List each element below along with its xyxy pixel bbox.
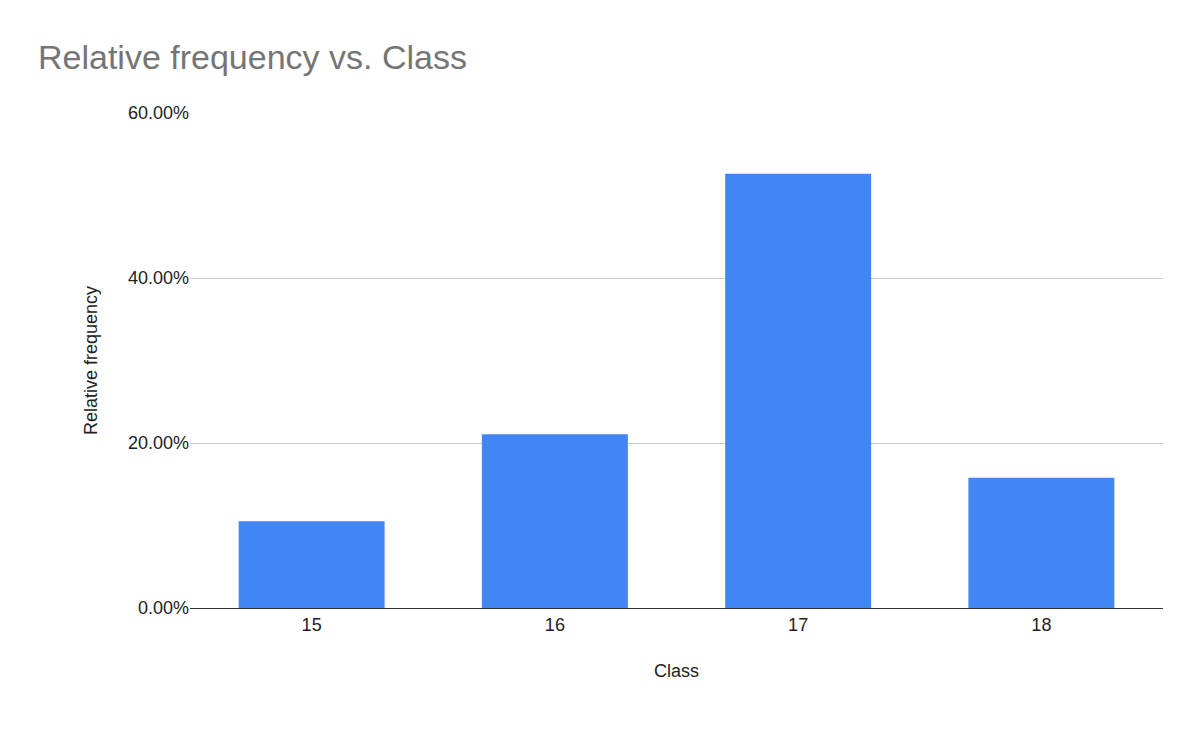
svg-text:Relative frequency: Relative frequency xyxy=(81,286,101,435)
svg-text:60.00%: 60.00% xyxy=(128,103,189,123)
svg-text:17: 17 xyxy=(788,615,808,635)
svg-text:Class: Class xyxy=(654,661,699,681)
svg-text:16: 16 xyxy=(545,615,565,635)
svg-text:15: 15 xyxy=(302,615,322,635)
svg-text:20.00%: 20.00% xyxy=(128,433,189,453)
svg-text:0.00%: 0.00% xyxy=(138,598,189,618)
svg-text:40.00%: 40.00% xyxy=(128,268,189,288)
svg-text:Relative frequency vs. Class: Relative frequency vs. Class xyxy=(38,38,467,76)
svg-text:18: 18 xyxy=(1031,615,1051,635)
